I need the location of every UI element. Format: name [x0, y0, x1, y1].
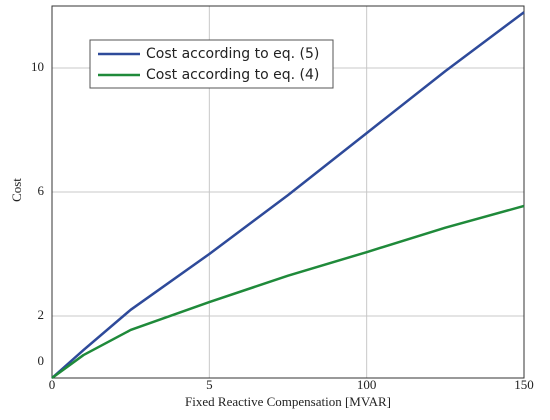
legend-label: Cost according to eq. (5)	[146, 46, 319, 62]
data-line	[51, 204, 525, 380]
y-tick-label: 10	[31, 59, 44, 74]
x-axis-label: Fixed Reactive Compensation [MVAR]	[185, 394, 391, 409]
x-tick-label: 0	[49, 377, 56, 392]
x-tick-label: 5	[206, 377, 213, 392]
y-tick-label: 2	[38, 307, 45, 322]
legend-label: Cost according to eq. (4)	[146, 67, 319, 83]
x-tick-label: 100	[357, 377, 377, 392]
y-tick-label: 0	[38, 353, 45, 368]
x-tick-label: 150	[514, 377, 534, 392]
y-tick-label: 6	[38, 183, 45, 198]
y-axis-label: Cost	[9, 178, 24, 202]
data-line	[51, 11, 525, 379]
plot-frame	[51, 5, 525, 379]
legend-box	[89, 39, 334, 89]
